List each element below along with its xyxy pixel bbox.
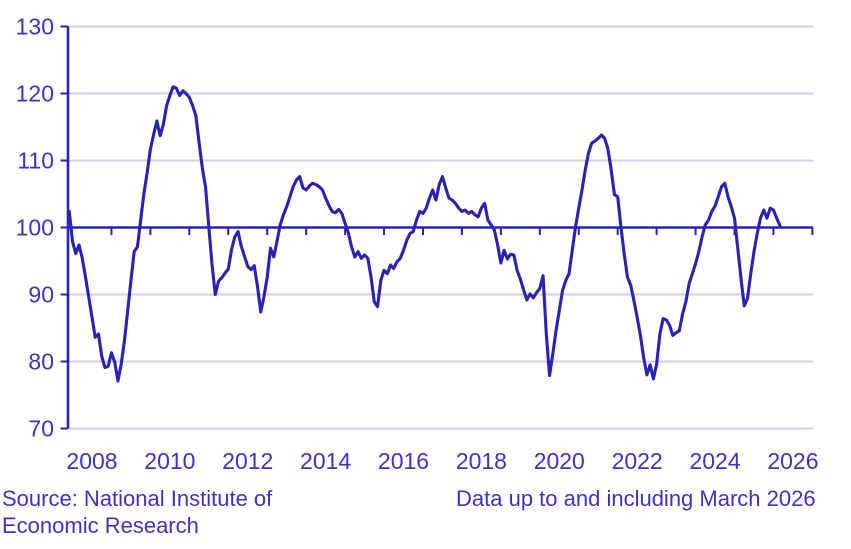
source-note: Source: National Institute of Economic R… (2, 486, 273, 538)
y-tick-label: 90 (28, 282, 54, 308)
data-coverage-note: Data up to and including March 2026 (456, 486, 816, 511)
data-line (67, 85, 782, 383)
x-tick-label: 2012 (222, 448, 273, 474)
x-tick-label: 2008 (66, 448, 117, 474)
x-tick-label: 2010 (144, 448, 195, 474)
x-tick-label: 2018 (456, 448, 507, 474)
x-tick-label: 2016 (378, 448, 429, 474)
x-tick-label: 2024 (689, 448, 740, 474)
y-tick-label: 120 (16, 81, 54, 107)
x-tick-label: 2014 (300, 448, 351, 474)
y-tick-label: 70 (28, 416, 54, 442)
x-tick-label: 2022 (612, 448, 663, 474)
y-tick-label: 80 (28, 349, 54, 375)
y-tick-label: 100 (16, 215, 54, 241)
x-tick-label: 2026 (767, 448, 818, 474)
x-tick-label: 2020 (534, 448, 585, 474)
y-tick-label: 130 (16, 14, 54, 40)
y-tick-label: 110 (17, 148, 54, 174)
